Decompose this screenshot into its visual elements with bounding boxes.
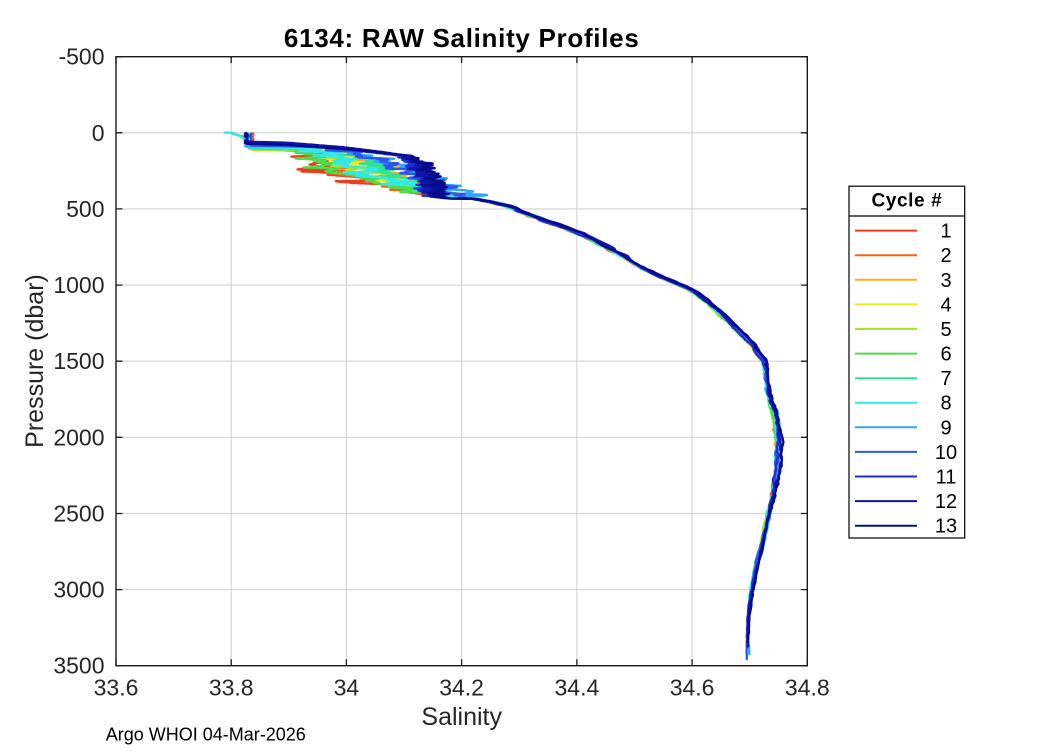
- svg-text:34.2: 34.2: [439, 675, 484, 701]
- svg-text:34.6: 34.6: [670, 675, 715, 701]
- svg-text:1000: 1000: [53, 272, 104, 298]
- svg-text:33.6: 33.6: [94, 675, 139, 701]
- svg-text:0: 0: [92, 120, 105, 146]
- svg-text:Pressure (dbar): Pressure (dbar): [21, 274, 49, 448]
- svg-text:500: 500: [66, 196, 104, 222]
- svg-text:-500: -500: [58, 44, 104, 70]
- svg-text:13: 13: [935, 516, 957, 538]
- svg-text:3000: 3000: [53, 577, 104, 603]
- svg-text:6134: RAW Salinity Profiles: 6134: RAW Salinity Profiles: [284, 23, 640, 53]
- svg-text:2: 2: [940, 245, 951, 267]
- svg-text:6: 6: [940, 344, 951, 366]
- svg-text:Argo WHOI 04-Mar-2026: Argo WHOI 04-Mar-2026: [106, 724, 306, 744]
- svg-text:33.8: 33.8: [209, 675, 254, 701]
- svg-text:10: 10: [935, 442, 957, 464]
- svg-text:3: 3: [940, 270, 951, 292]
- svg-text:Salinity: Salinity: [421, 703, 502, 731]
- svg-text:34: 34: [334, 675, 360, 701]
- svg-text:7: 7: [940, 368, 951, 390]
- svg-text:2000: 2000: [53, 424, 104, 450]
- svg-text:4: 4: [940, 294, 951, 316]
- svg-text:12: 12: [935, 491, 957, 513]
- svg-text:5: 5: [940, 319, 951, 341]
- svg-text:34.4: 34.4: [555, 675, 600, 701]
- svg-text:8: 8: [940, 393, 951, 415]
- svg-text:11: 11: [936, 467, 957, 489]
- svg-text:9: 9: [940, 417, 951, 439]
- svg-text:1: 1: [940, 221, 951, 243]
- svg-text:2500: 2500: [53, 501, 104, 527]
- svg-text:1500: 1500: [53, 348, 104, 374]
- svg-text:3500: 3500: [53, 653, 104, 679]
- svg-text:34.8: 34.8: [785, 675, 830, 701]
- svg-text:Cycle #: Cycle #: [872, 191, 943, 212]
